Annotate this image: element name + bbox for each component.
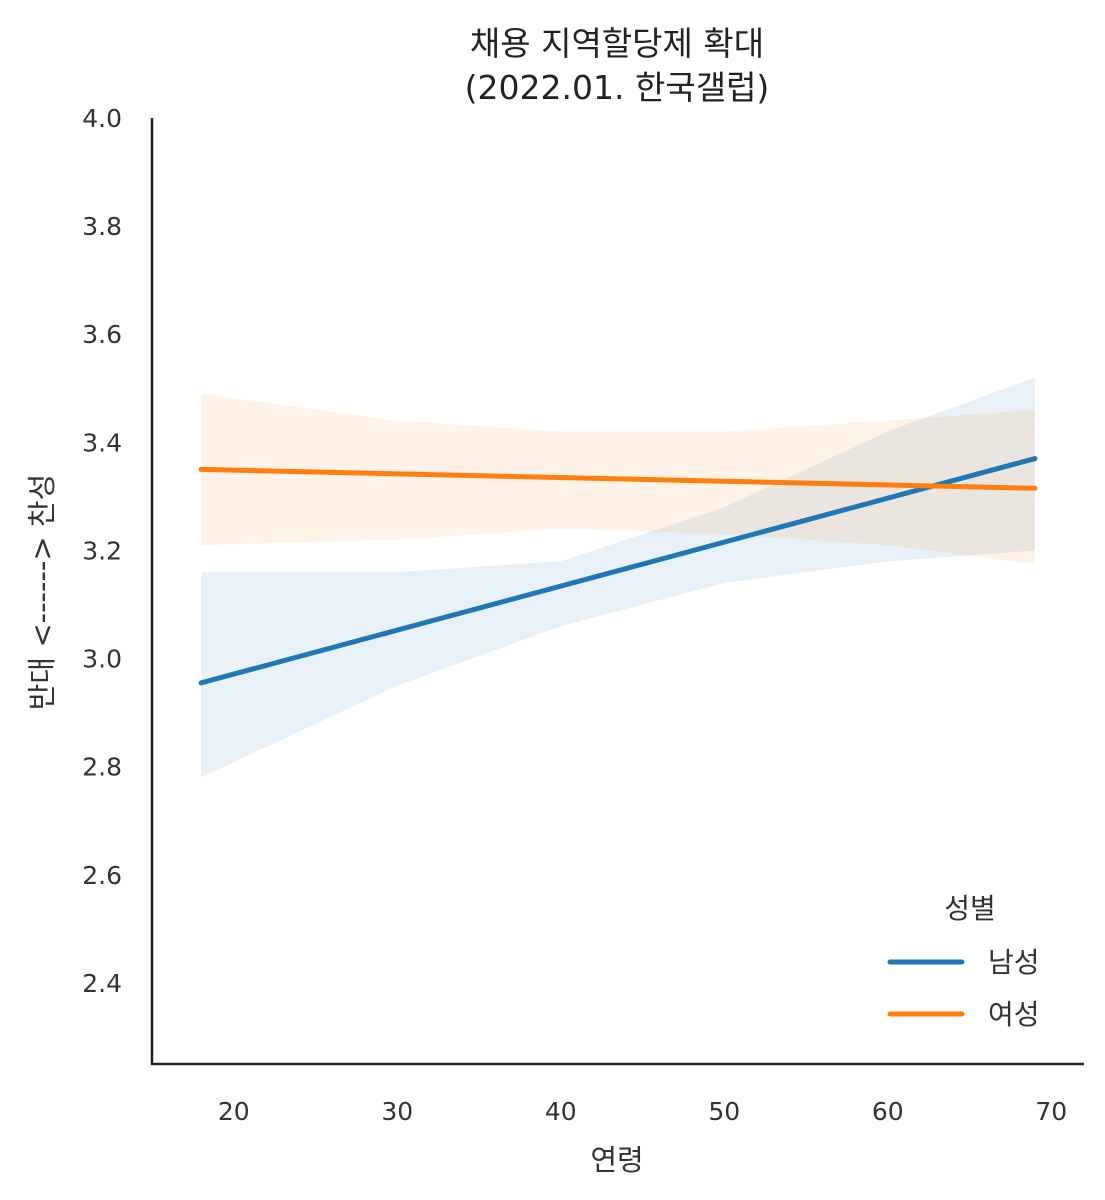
chart-title-line1: 채용 지역할당제 확대 xyxy=(470,24,764,63)
regression-lines xyxy=(198,456,1038,686)
legend: 성별 남성 여성 xyxy=(887,892,1040,1031)
x-tick-labels: 20 30 40 50 60 70 xyxy=(218,1097,1067,1126)
y-tick-label: 3.0 xyxy=(82,645,122,674)
y-tick-label: 3.8 xyxy=(82,212,122,241)
confidence-bands xyxy=(201,377,1035,778)
regression-line-female xyxy=(198,466,1038,491)
y-tick-label: 3.4 xyxy=(82,428,122,457)
y-tick-label: 3.6 xyxy=(82,320,122,349)
legend-label-female: 여성 xyxy=(988,998,1040,1031)
x-tick-label: 50 xyxy=(708,1097,740,1126)
y-tick-labels: 2.4 2.6 2.8 3.0 3.2 3.4 3.6 3.8 4.0 xyxy=(82,104,122,998)
y-axis-label: 반대 <------> 찬성 xyxy=(25,474,59,711)
y-tick-label: 2.8 xyxy=(82,753,122,782)
y-tick-label: 3.2 xyxy=(82,536,122,565)
chart-title-line2: (2022.01. 한국갤럽) xyxy=(465,68,770,107)
x-tick-label: 30 xyxy=(381,1097,413,1126)
x-tick-label: 60 xyxy=(872,1097,904,1126)
regression-line-male xyxy=(198,456,1038,686)
x-tick-label: 20 xyxy=(218,1097,250,1126)
y-tick-label: 2.4 xyxy=(82,969,122,998)
x-tick-label: 40 xyxy=(545,1097,577,1126)
ci-band-male xyxy=(201,377,1035,778)
y-tick-label: 4.0 xyxy=(82,104,122,133)
y-tick-label: 2.6 xyxy=(82,861,122,890)
x-tick-label: 70 xyxy=(1035,1097,1067,1126)
legend-title: 성별 xyxy=(944,892,996,925)
x-axis-label: 연령 xyxy=(590,1143,643,1177)
legend-label-male: 남성 xyxy=(988,946,1040,979)
